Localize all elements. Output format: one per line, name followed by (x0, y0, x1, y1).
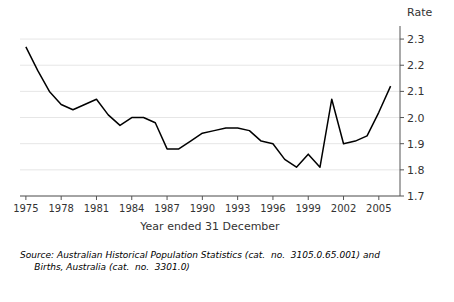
x-tick (202, 196, 203, 200)
grid-line (20, 39, 400, 40)
grid-line (20, 65, 400, 66)
x-tick-label: 1975 (13, 203, 38, 214)
x-axis-label: Year ended 31 December (139, 220, 280, 233)
x-tick-label: 1993 (225, 203, 250, 214)
y-tick (400, 39, 404, 40)
y-tick-label: 1.9 (407, 138, 425, 151)
x-tick-label: 1981 (84, 203, 109, 214)
grid-line (20, 169, 400, 170)
grid-line (20, 91, 400, 92)
data-line (26, 47, 391, 167)
y-axis-line (400, 26, 401, 196)
y-tick-label: 2.2 (407, 59, 425, 72)
x-tick (25, 196, 26, 200)
y-tick (400, 91, 404, 92)
x-tick-label: 1984 (119, 203, 144, 214)
x-tick-label: 1996 (260, 203, 285, 214)
source-note: Source: Australian Historical Population… (20, 250, 380, 260)
x-tick (167, 196, 168, 200)
y-tick-label: 1.7 (407, 190, 425, 203)
y-tick (400, 196, 404, 197)
x-tick (237, 196, 238, 200)
x-tick (61, 196, 62, 200)
y-tick (400, 65, 404, 66)
y-tick-label: 2.3 (407, 33, 425, 46)
y-tick-label: 2.1 (407, 85, 425, 98)
grid-line (20, 196, 400, 197)
x-tick-label: 1990 (190, 203, 215, 214)
x-tick-label: 2002 (331, 203, 356, 214)
x-tick (308, 196, 309, 200)
x-tick (96, 196, 97, 200)
x-tick-label: 1987 (154, 203, 179, 214)
y-axis-label: Rate (407, 6, 432, 19)
y-tick (400, 169, 404, 170)
x-tick-label: 1999 (296, 203, 321, 214)
y-tick-label: 1.8 (407, 164, 425, 177)
x-axis-line (20, 196, 400, 197)
plot-area (26, 47, 391, 167)
y-tick-label: 2.0 (407, 112, 425, 125)
x-tick (272, 196, 273, 200)
x-tick (378, 196, 379, 200)
grid-line (20, 117, 400, 118)
chart: 1.7 1.8 1.9 2.0 2.1 2.2 2.3 1975 1978 1981 1984 198… (0, 0, 454, 302)
x-tick-label: 2005 (366, 203, 391, 214)
x-tick-label: 1978 (48, 203, 73, 214)
x-tick (343, 196, 344, 200)
y-tick (400, 117, 404, 118)
source-note: Births, Australia (cat. no. 3301.0) (20, 262, 190, 272)
x-tick (131, 196, 132, 200)
y-tick (400, 143, 404, 144)
